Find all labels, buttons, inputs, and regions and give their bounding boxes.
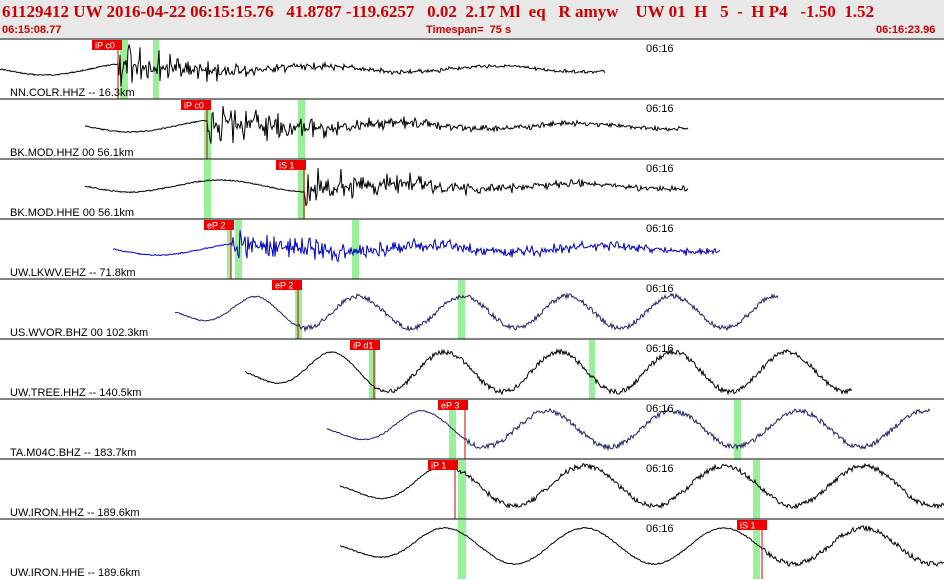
pick-label: eP 3 (441, 401, 459, 411)
pick-marker[interactable] (92, 40, 122, 50)
waveform-trace (174, 292, 779, 333)
phase-marker (204, 160, 211, 219)
time-tick-label: 06:16 (646, 43, 674, 55)
waveform-trace (112, 230, 721, 263)
waveform-panel-area[interactable]: iP c0 06:16 NN.COLR.HHZ -- 16.3km iP c0 06:1… (0, 38, 944, 580)
pick-label: iP 1 (431, 461, 446, 471)
station-label: US.WVOR.BHZ 00 102.3km (10, 327, 148, 339)
phase-marker (298, 160, 305, 219)
station-label: UW.TREE.HHZ -- 140.5km (10, 387, 141, 399)
pick-marker[interactable] (181, 100, 211, 110)
pick-label: eP 2 (275, 281, 293, 291)
station-panel[interactable]: eP 3 06:16 TA.M04C.BHZ -- 183.7km (0, 398, 944, 459)
station-label: UW.IRON.HHZ -- 189.6km (10, 507, 140, 519)
time-tick-label: 06:16 (646, 523, 674, 535)
station-panel[interactable]: iP d1 06:16 UW.TREE.HHZ -- 140.5km (0, 338, 944, 399)
station-label: NN.COLR.HHZ -- 16.3km (10, 87, 135, 99)
station-panel[interactable]: iP 1 06:16 UW.IRON.HHZ -- 189.6km (0, 458, 944, 519)
time-tick-label: 06:16 (646, 283, 674, 295)
phase-marker (227, 220, 231, 279)
timespan-label: Timespan= 75 s (426, 24, 512, 36)
phase-marker (120, 40, 128, 99)
phase-marker (734, 400, 741, 459)
waveform-trace (244, 348, 853, 396)
start-time: 06:15:08.77 (2, 24, 62, 36)
phase-marker (458, 520, 466, 579)
waveform-trace (84, 105, 689, 144)
waveform-trace (339, 524, 944, 567)
pick-label: iP d1 (353, 341, 373, 351)
waveform-trace (0, 44, 606, 87)
pick-marker[interactable] (204, 220, 234, 230)
station-label: UW.IRON.HHE -- 189.6km (10, 567, 140, 579)
pick-label: eP 2 (207, 221, 225, 231)
end-time: 06:16:23.96 (876, 24, 936, 36)
station-panel[interactable]: iS 1 06:16 UW.IRON.HHE -- 189.6km (0, 518, 944, 579)
pick-marker[interactable] (438, 400, 468, 410)
station-panel[interactable]: iS 1 06:16 BK.MOD.HHE 00 56.1km (0, 158, 944, 219)
phase-marker (458, 460, 466, 519)
time-tick-label: 06:16 (646, 103, 674, 115)
pick-marker[interactable] (350, 340, 380, 350)
waveform-trace (326, 407, 931, 452)
station-label: UW.LKWV.EHZ -- 71.8km (10, 267, 136, 279)
time-tick-label: 06:16 (646, 163, 674, 175)
time-tick-label: 06:16 (646, 223, 674, 235)
event-title: 61129412 UW 2016-04-22 06:15:15.76 41.87… (2, 2, 875, 21)
pick-label: iP c0 (95, 41, 115, 51)
pick-marker[interactable] (272, 280, 302, 290)
phase-marker (458, 280, 465, 339)
phase-marker (753, 520, 760, 579)
phase-marker (753, 460, 760, 519)
station-panel[interactable]: iP c0 06:16 BK.MOD.HHZ 00 56.1km (0, 98, 944, 159)
pick-marker[interactable] (737, 520, 767, 530)
station-label: BK.MOD.HHE 00 56.1km (10, 207, 134, 219)
time-tick-label: 06:16 (646, 343, 674, 355)
time-tick-label: 06:16 (646, 403, 674, 415)
station-label: TA.M04C.BHZ -- 183.7km (10, 447, 136, 459)
pick-label: iP c0 (184, 101, 204, 111)
phase-marker (369, 340, 376, 399)
station-panel[interactable]: eP 2 06:16 UW.LKWV.EHZ -- 71.8km (0, 218, 944, 279)
time-tick-label: 06:16 (646, 463, 674, 475)
station-panel[interactable]: iP c0 06:16 NN.COLR.HHZ -- 16.3km (0, 38, 944, 99)
phase-marker (589, 340, 595, 399)
station-panel[interactable]: eP 2 06:16 US.WVOR.BHZ 00 102.3km (0, 278, 944, 339)
event-header: 61129412 UW 2016-04-22 06:15:15.76 41.87… (0, 0, 944, 38)
phase-marker (235, 220, 242, 279)
pick-label: iS 1 (740, 521, 756, 531)
waveform-trace (85, 167, 689, 206)
station-label: BK.MOD.HHZ 00 56.1km (10, 147, 133, 159)
pick-marker[interactable] (428, 460, 458, 470)
pick-label: iS 1 (279, 161, 295, 171)
pick-marker[interactable] (276, 160, 306, 170)
